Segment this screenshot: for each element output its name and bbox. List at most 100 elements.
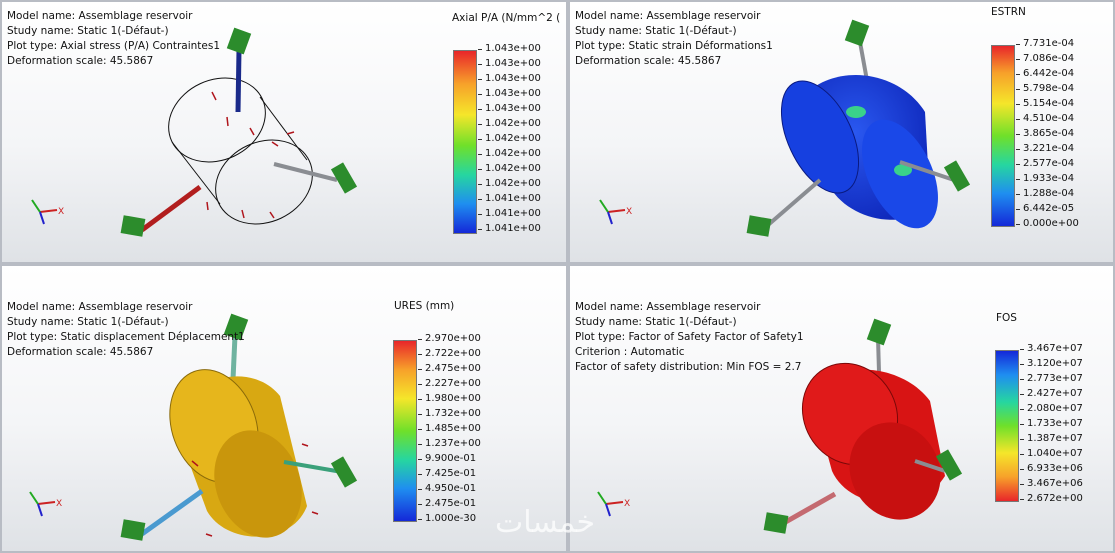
legend-title: Axial P/A (N/mm^2 ( xyxy=(452,12,561,24)
legend-tick: 9.900e-01 xyxy=(417,453,477,464)
deformation-scale: Deformation scale: 45.5867 xyxy=(7,346,154,358)
viewport-displacement[interactable]: Model name: Assemblage reservoir Study n… xyxy=(2,266,566,551)
triad-icon: X xyxy=(597,491,630,517)
legend-tick: 6.933e+06 xyxy=(1020,463,1083,474)
legend-tick: 4.510e-04 xyxy=(1015,113,1075,124)
legend-tick: 3.467e+07 xyxy=(1020,343,1083,354)
study-name: Study name: Static 1(-Défaut-) xyxy=(575,25,737,37)
legend-tick: 2.672e+00 xyxy=(1020,493,1083,504)
plot-info: Model name: Assemblage reservoir Study n… xyxy=(575,9,773,69)
legend-tick: 1.732e+00 xyxy=(418,408,481,419)
legend-tick: 1.980e+00 xyxy=(418,393,481,404)
legend-tick: 1.043e+00 xyxy=(478,58,541,69)
legend-title: URES (mm) xyxy=(394,300,455,312)
plot-type: Plot type: Factor of Safety Factor of Sa… xyxy=(575,331,804,343)
model-name: Model name: Assemblage reservoir xyxy=(575,10,761,22)
svg-text:X: X xyxy=(58,207,64,217)
legend-color-bar xyxy=(995,350,1019,502)
legend-tick: 1.040e+07 xyxy=(1020,448,1083,459)
viewport-axial-stress[interactable]: Model name: Assemblage reservoir Study n… xyxy=(2,2,566,262)
plot-type: Plot type: Axial stress (P/A) Contrainte… xyxy=(7,40,221,52)
legend-tick: 1.041e+00 xyxy=(478,208,541,219)
legend-tick: 3.221e-04 xyxy=(1015,143,1075,154)
legend-tick: 2.722e+00 xyxy=(418,348,481,359)
legend-title: ESTRN xyxy=(991,6,1026,18)
legend-color-bar xyxy=(991,45,1015,227)
plot-info: Model name: Assemblage reservoir Study n… xyxy=(7,9,220,69)
legend-tick: 1.237e+00 xyxy=(418,438,481,449)
triad-icon: X xyxy=(29,491,62,517)
model-name: Model name: Assemblage reservoir xyxy=(7,10,193,22)
model-name: Model name: Assemblage reservoir xyxy=(7,301,193,313)
fos-distribution: Factor of safety distribution: Min FOS =… xyxy=(575,361,802,373)
svg-text:X: X xyxy=(56,499,62,509)
legend-tick: 5.154e-04 xyxy=(1015,98,1075,109)
legend-tick: 1.387e+07 xyxy=(1020,433,1083,444)
legend-tick: 1.043e+00 xyxy=(478,73,541,84)
legend-tick: 3.120e+07 xyxy=(1020,358,1083,369)
viewport-factor-of-safety[interactable]: Model name: Assemblage reservoir Study n… xyxy=(570,266,1113,551)
legend-tick: 3.865e-04 xyxy=(1015,128,1075,139)
fixture-icon xyxy=(746,19,971,237)
model-view[interactable]: X xyxy=(2,266,566,551)
legend-tick: 1.000e-30 xyxy=(417,513,477,524)
legend-tick: 0.000e+00 xyxy=(1016,218,1079,229)
legend-tick: 1.933e-04 xyxy=(1015,173,1075,184)
fixture-icon xyxy=(763,318,963,534)
legend-tick: 1.733e+07 xyxy=(1020,418,1083,429)
deformation-scale: Deformation scale: 45.5867 xyxy=(7,55,154,67)
fixture-icon xyxy=(120,27,358,237)
legend-tick: 1.042e+00 xyxy=(478,163,541,174)
deformation-scale: Deformation scale: 45.5867 xyxy=(575,55,722,67)
legend-tick: 7.086e-04 xyxy=(1015,53,1075,64)
legend-tick: 1.043e+00 xyxy=(478,43,541,54)
legend-tick: 1.042e+00 xyxy=(478,178,541,189)
legend-tick: 4.950e-01 xyxy=(417,483,477,494)
legend-tick: 2.227e+00 xyxy=(418,378,481,389)
watermark: خمسات xyxy=(495,505,596,540)
model-view[interactable]: X xyxy=(2,2,566,262)
legend-tick: 6.442e-05 xyxy=(1015,203,1075,214)
criterion: Criterion : Automatic xyxy=(575,346,685,358)
legend-tick: 2.970e+00 xyxy=(418,333,481,344)
legend-tick: 2.475e+00 xyxy=(418,363,481,374)
legend-tick: 1.041e+00 xyxy=(478,193,541,204)
legend-tick: 1.042e+00 xyxy=(478,133,541,144)
load-arrows xyxy=(206,91,295,219)
legend-tick: 5.798e-04 xyxy=(1015,83,1075,94)
triad-icon: X xyxy=(31,199,64,225)
legend-tick: 2.773e+07 xyxy=(1020,373,1083,384)
model-view[interactable]: X xyxy=(570,266,1113,551)
legend-tick: 1.043e+00 xyxy=(478,103,541,114)
legend-title: FOS xyxy=(996,312,1017,324)
model-view[interactable]: X xyxy=(570,2,1113,262)
legend-tick: 2.577e-04 xyxy=(1015,158,1075,169)
legend-color-bar xyxy=(453,50,477,234)
viewport-strain[interactable]: Model name: Assemblage reservoir Study n… xyxy=(570,2,1113,262)
plot-info: Model name: Assemblage reservoir Study n… xyxy=(7,300,245,360)
legend-tick: 7.731e-04 xyxy=(1015,38,1075,49)
plot-type: Plot type: Static strain Déformations1 xyxy=(575,40,773,52)
legend-tick: 1.288e-04 xyxy=(1015,188,1075,199)
study-name: Study name: Static 1(-Défaut-) xyxy=(7,316,169,328)
plot-type: Plot type: Static displacement Déplaceme… xyxy=(7,331,245,343)
svg-text:X: X xyxy=(624,499,630,509)
load-arrows xyxy=(191,443,319,537)
legend-tick: 2.475e-01 xyxy=(417,498,477,509)
triad-icon: X xyxy=(599,199,632,225)
legend-tick: 1.042e+00 xyxy=(478,118,541,129)
legend-tick: 7.425e-01 xyxy=(417,468,477,479)
legend-tick: 2.080e+07 xyxy=(1020,403,1083,414)
legend-tick: 1.485e+00 xyxy=(418,423,481,434)
fixture-icon xyxy=(120,313,358,541)
study-name: Study name: Static 1(-Défaut-) xyxy=(7,25,169,37)
legend-color-bar xyxy=(393,340,417,522)
model-name: Model name: Assemblage reservoir xyxy=(575,301,761,313)
legend-tick: 1.042e+00 xyxy=(478,148,541,159)
plot-info: Model name: Assemblage reservoir Study n… xyxy=(575,300,804,375)
legend-tick: 1.041e+00 xyxy=(478,223,541,234)
legend-tick: 2.427e+07 xyxy=(1020,388,1083,399)
study-name: Study name: Static 1(-Défaut-) xyxy=(575,316,737,328)
svg-text:X: X xyxy=(626,207,632,217)
